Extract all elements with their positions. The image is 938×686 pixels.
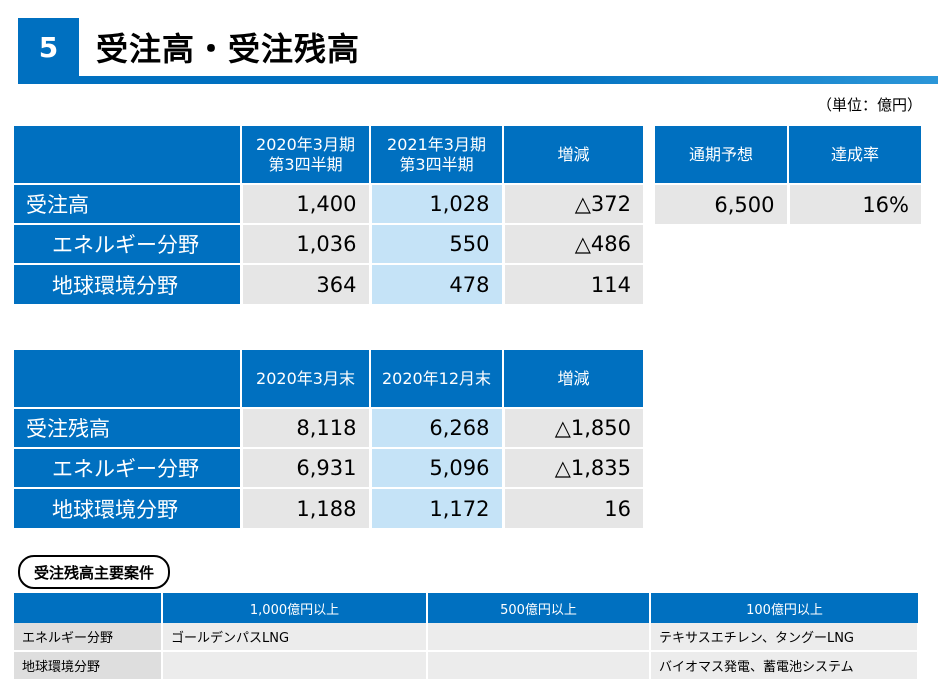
project-cell: テキサスエチレン、タングーLNG: [650, 623, 919, 652]
value-curr: 1,028: [368, 183, 503, 224]
forecast-header: 通期予想: [655, 126, 789, 184]
value-prev: 8,118: [239, 407, 370, 448]
table-row: エネルギー分野 ゴールデンパスLNG テキサスエチレン、タングーLNG: [14, 623, 919, 652]
value-curr: 6,268: [368, 407, 503, 448]
segment-label: 地球環境分野: [14, 651, 163, 681]
unit-note: （単位：億円）: [816, 96, 922, 114]
value-diff: 114: [501, 263, 643, 304]
table-row: 6,500 16%: [655, 183, 921, 224]
project-cell: バイオマス発電、蓄電池システム: [650, 651, 919, 681]
header-divider: [18, 76, 938, 84]
backlog-header-curr: 2020年12月末: [370, 350, 504, 408]
table-row: 地球環境分野 364 478 114: [14, 263, 643, 304]
value-diff: △1,835: [501, 447, 643, 488]
value-prev: 6,931: [239, 447, 370, 488]
table-row: 地球環境分野 バイオマス発電、蓄電池システム: [14, 651, 919, 681]
backlog-header-diff: 増減: [503, 350, 643, 408]
major-projects-table: 1,000億円以上 500億円以上 100億円以上 エネルギー分野 ゴールデンパ…: [14, 593, 919, 681]
value-prev: 1,188: [239, 487, 370, 528]
major-header-1000: 1,000億円以上: [162, 593, 428, 623]
row-label: 受注高: [14, 183, 241, 224]
orders-header-diff: 増減: [503, 126, 643, 184]
project-cell: [427, 623, 651, 652]
orders-header-corner: [14, 126, 242, 184]
row-label: 地球環境分野: [14, 487, 241, 528]
achievement-value: 16%: [786, 183, 921, 224]
backlog-header-corner: [14, 350, 242, 408]
table-row: 地球環境分野 1,188 1,172 16: [14, 487, 643, 528]
orders-header-prev: 2020年3月期 第3四半期: [241, 126, 371, 184]
section-number-badge: 5: [18, 18, 79, 76]
backlog-header-prev: 2020年3月末: [241, 350, 371, 408]
orders-table: 2020年3月期 第3四半期 2021年3月期 第3四半期 増減 受注高 1,400…: [14, 126, 643, 304]
row-label: 受注残高: [14, 407, 241, 448]
table-row: エネルギー分野 1,036 550 △486: [14, 223, 643, 264]
value-diff: 16: [501, 487, 643, 528]
value-curr: 478: [368, 263, 503, 304]
value-diff: △372: [501, 183, 643, 224]
table-header-row: 1,000億円以上 500億円以上 100億円以上: [14, 593, 918, 623]
value-prev: 1,400: [239, 183, 370, 224]
backlog-table: 2020年3月末 2020年12月末 増減 受注残高 8,118 6,268 △…: [14, 350, 643, 528]
value-curr: 550: [368, 223, 503, 264]
table-row: エネルギー分野 6,931 5,096 △1,835: [14, 447, 643, 488]
value-prev: 1,036: [239, 223, 370, 264]
segment-label: エネルギー分野: [14, 623, 163, 652]
value-curr: 5,096: [368, 447, 503, 488]
major-header-500: 500億円以上: [427, 593, 651, 623]
forecast-table: 通期予想 達成率 6,500 16%: [655, 126, 921, 224]
project-cell: ゴールデンパスLNG: [162, 623, 428, 652]
value-diff: △1,850: [501, 407, 643, 448]
value-prev: 364: [239, 263, 370, 304]
page-title: 受注高・受注残高: [96, 30, 361, 68]
major-projects-title: 受注残高主要案件: [18, 555, 171, 589]
major-header-100: 100億円以上: [650, 593, 918, 623]
achievement-header: 達成率: [788, 126, 921, 184]
row-label: エネルギー分野: [14, 447, 241, 488]
table-row: 受注高 1,400 1,028 △372: [14, 183, 643, 224]
orders-header-curr: 2021年3月期 第3四半期: [370, 126, 504, 184]
value-diff: △486: [501, 223, 643, 264]
row-label: 地球環境分野: [14, 263, 241, 304]
value-curr: 1,172: [368, 487, 503, 528]
major-header-corner: [14, 593, 163, 623]
forecast-value: 6,500: [655, 183, 788, 224]
table-row: 受注残高 8,118 6,268 △1,850: [14, 407, 643, 448]
project-cell: [427, 651, 651, 681]
project-cell: [162, 651, 428, 681]
row-label: エネルギー分野: [14, 223, 241, 264]
